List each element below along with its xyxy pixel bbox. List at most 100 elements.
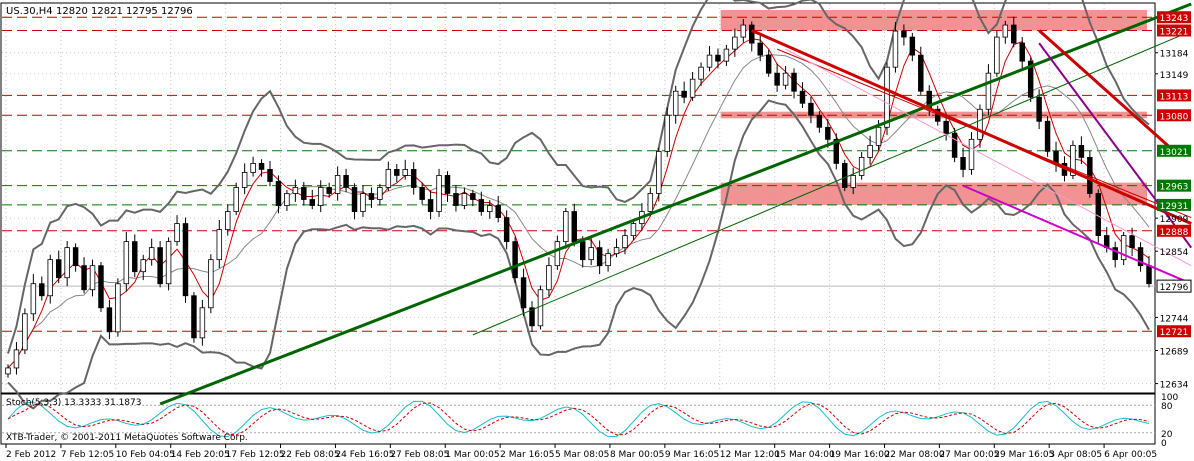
y-tick-label: 12689 <box>1160 347 1189 357</box>
candle-body <box>689 78 696 98</box>
indicator-plot-frame <box>0 393 1156 445</box>
candle-body <box>622 235 628 249</box>
candle-body <box>309 199 315 206</box>
bollinger-upper <box>7 0 1150 354</box>
candle-body <box>520 277 527 309</box>
level-label-bg <box>1157 224 1191 237</box>
candle-body <box>630 223 637 236</box>
candle-body <box>64 247 70 279</box>
trendline <box>1038 42 1193 249</box>
candle-body <box>571 211 578 243</box>
candle-body <box>951 132 958 158</box>
trendline <box>159 2 1192 406</box>
x-tick-label: 8 Mar 00:05 <box>610 450 664 460</box>
candle-body <box>1129 235 1135 249</box>
stoch-label: Stoch(5,3,3) 13.3333 31.1873 <box>6 398 141 408</box>
candle-body <box>656 150 662 194</box>
x-tick-label: 1 Mar 00:05 <box>445 450 499 460</box>
y-tick-label: 12854 <box>1160 248 1189 258</box>
price-axis: 13243 13221 13113 13080 13021 12963 12931 12888… <box>1155 11 1192 391</box>
stoch-axis-label: 80 <box>1161 402 1173 412</box>
candle-body <box>495 205 501 218</box>
price-zone <box>720 10 1147 31</box>
candle-body <box>419 187 425 200</box>
candle-body <box>89 265 96 291</box>
level-label: 13080 <box>1160 112 1189 122</box>
level-label-bg <box>1157 144 1191 157</box>
candle-body <box>55 259 62 279</box>
candle-body <box>588 247 594 261</box>
level-label-bg <box>1157 89 1191 102</box>
candle-body <box>402 169 408 176</box>
level-label: 13221 <box>1160 27 1189 37</box>
level-label: 13021 <box>1160 148 1189 158</box>
candle-body <box>343 175 349 188</box>
stoch-signal-line <box>7 402 1150 436</box>
candle-body <box>994 36 1000 74</box>
price-zone <box>720 182 1147 205</box>
y-tick-label: 12634 <box>1160 381 1189 391</box>
level-label: 12721 <box>1160 328 1189 338</box>
x-tick-label: 10 Feb 04:05 <box>116 450 175 460</box>
x-tick-label: 19 Mar 16:00 <box>830 450 890 460</box>
candle-body <box>98 265 104 309</box>
grid-layer <box>2 4 1155 392</box>
stoch-axis-label: 100 <box>1161 393 1178 403</box>
candle-body <box>1002 24 1009 38</box>
candle-body <box>842 163 848 188</box>
candle-body <box>985 72 992 110</box>
candle-body <box>698 66 704 80</box>
level-label-bg <box>1157 109 1191 122</box>
y-tick-label: 13149 <box>1160 71 1189 81</box>
candle-body <box>394 169 400 176</box>
candle-body <box>1011 24 1017 44</box>
candle-body <box>537 289 544 327</box>
candle-body <box>749 24 755 44</box>
level-label-bg <box>1157 325 1191 338</box>
candle-body <box>875 126 882 146</box>
candle-body <box>605 253 611 267</box>
level-label: 12963 <box>1160 183 1189 193</box>
candle-body <box>1070 144 1076 176</box>
candle-body <box>478 199 485 212</box>
candle-body <box>1120 235 1127 261</box>
candle-body <box>436 175 442 212</box>
y-tick-label: 12909 <box>1160 215 1189 225</box>
candle-body <box>732 36 738 50</box>
candle-body <box>470 193 476 200</box>
candle-body <box>858 156 865 176</box>
candle-body <box>791 72 797 92</box>
candle-body <box>757 42 763 56</box>
candle-body <box>216 229 223 261</box>
candle-body <box>943 120 949 134</box>
copyright-text: XTB-Trader, © 2001-2011 MetaQuotes Softw… <box>6 433 248 443</box>
candle-body <box>613 247 620 255</box>
x-tick-label: 6 Apr 00:05 <box>1104 450 1157 460</box>
trendline <box>962 184 1192 285</box>
level-label-bg <box>1157 179 1191 192</box>
candle-body <box>816 114 823 128</box>
candle-body <box>72 247 79 267</box>
trendline <box>1038 29 1176 153</box>
level-label-bg <box>1157 11 1191 24</box>
candle-body <box>681 90 687 98</box>
candle-body <box>1095 193 1102 236</box>
level-label: 13113 <box>1160 92 1189 102</box>
candle-body <box>461 193 468 206</box>
x-tick-label: 17 Feb 12:05 <box>226 450 285 460</box>
candle-body <box>106 307 113 333</box>
trendline <box>472 30 1192 336</box>
candle-body <box>1112 247 1118 261</box>
trendline <box>785 48 1192 267</box>
trendline <box>751 29 1192 225</box>
current-price-bg <box>1156 279 1192 293</box>
candle-body <box>47 259 53 297</box>
current-price-label: 12796 <box>1160 283 1189 293</box>
candle-body <box>165 241 172 285</box>
candle-body <box>292 187 299 194</box>
candle-body <box>241 172 248 188</box>
candle-body <box>672 90 679 116</box>
x-tick-label: 3 Apr 08:05 <box>1049 450 1102 460</box>
candle-body <box>512 241 518 279</box>
